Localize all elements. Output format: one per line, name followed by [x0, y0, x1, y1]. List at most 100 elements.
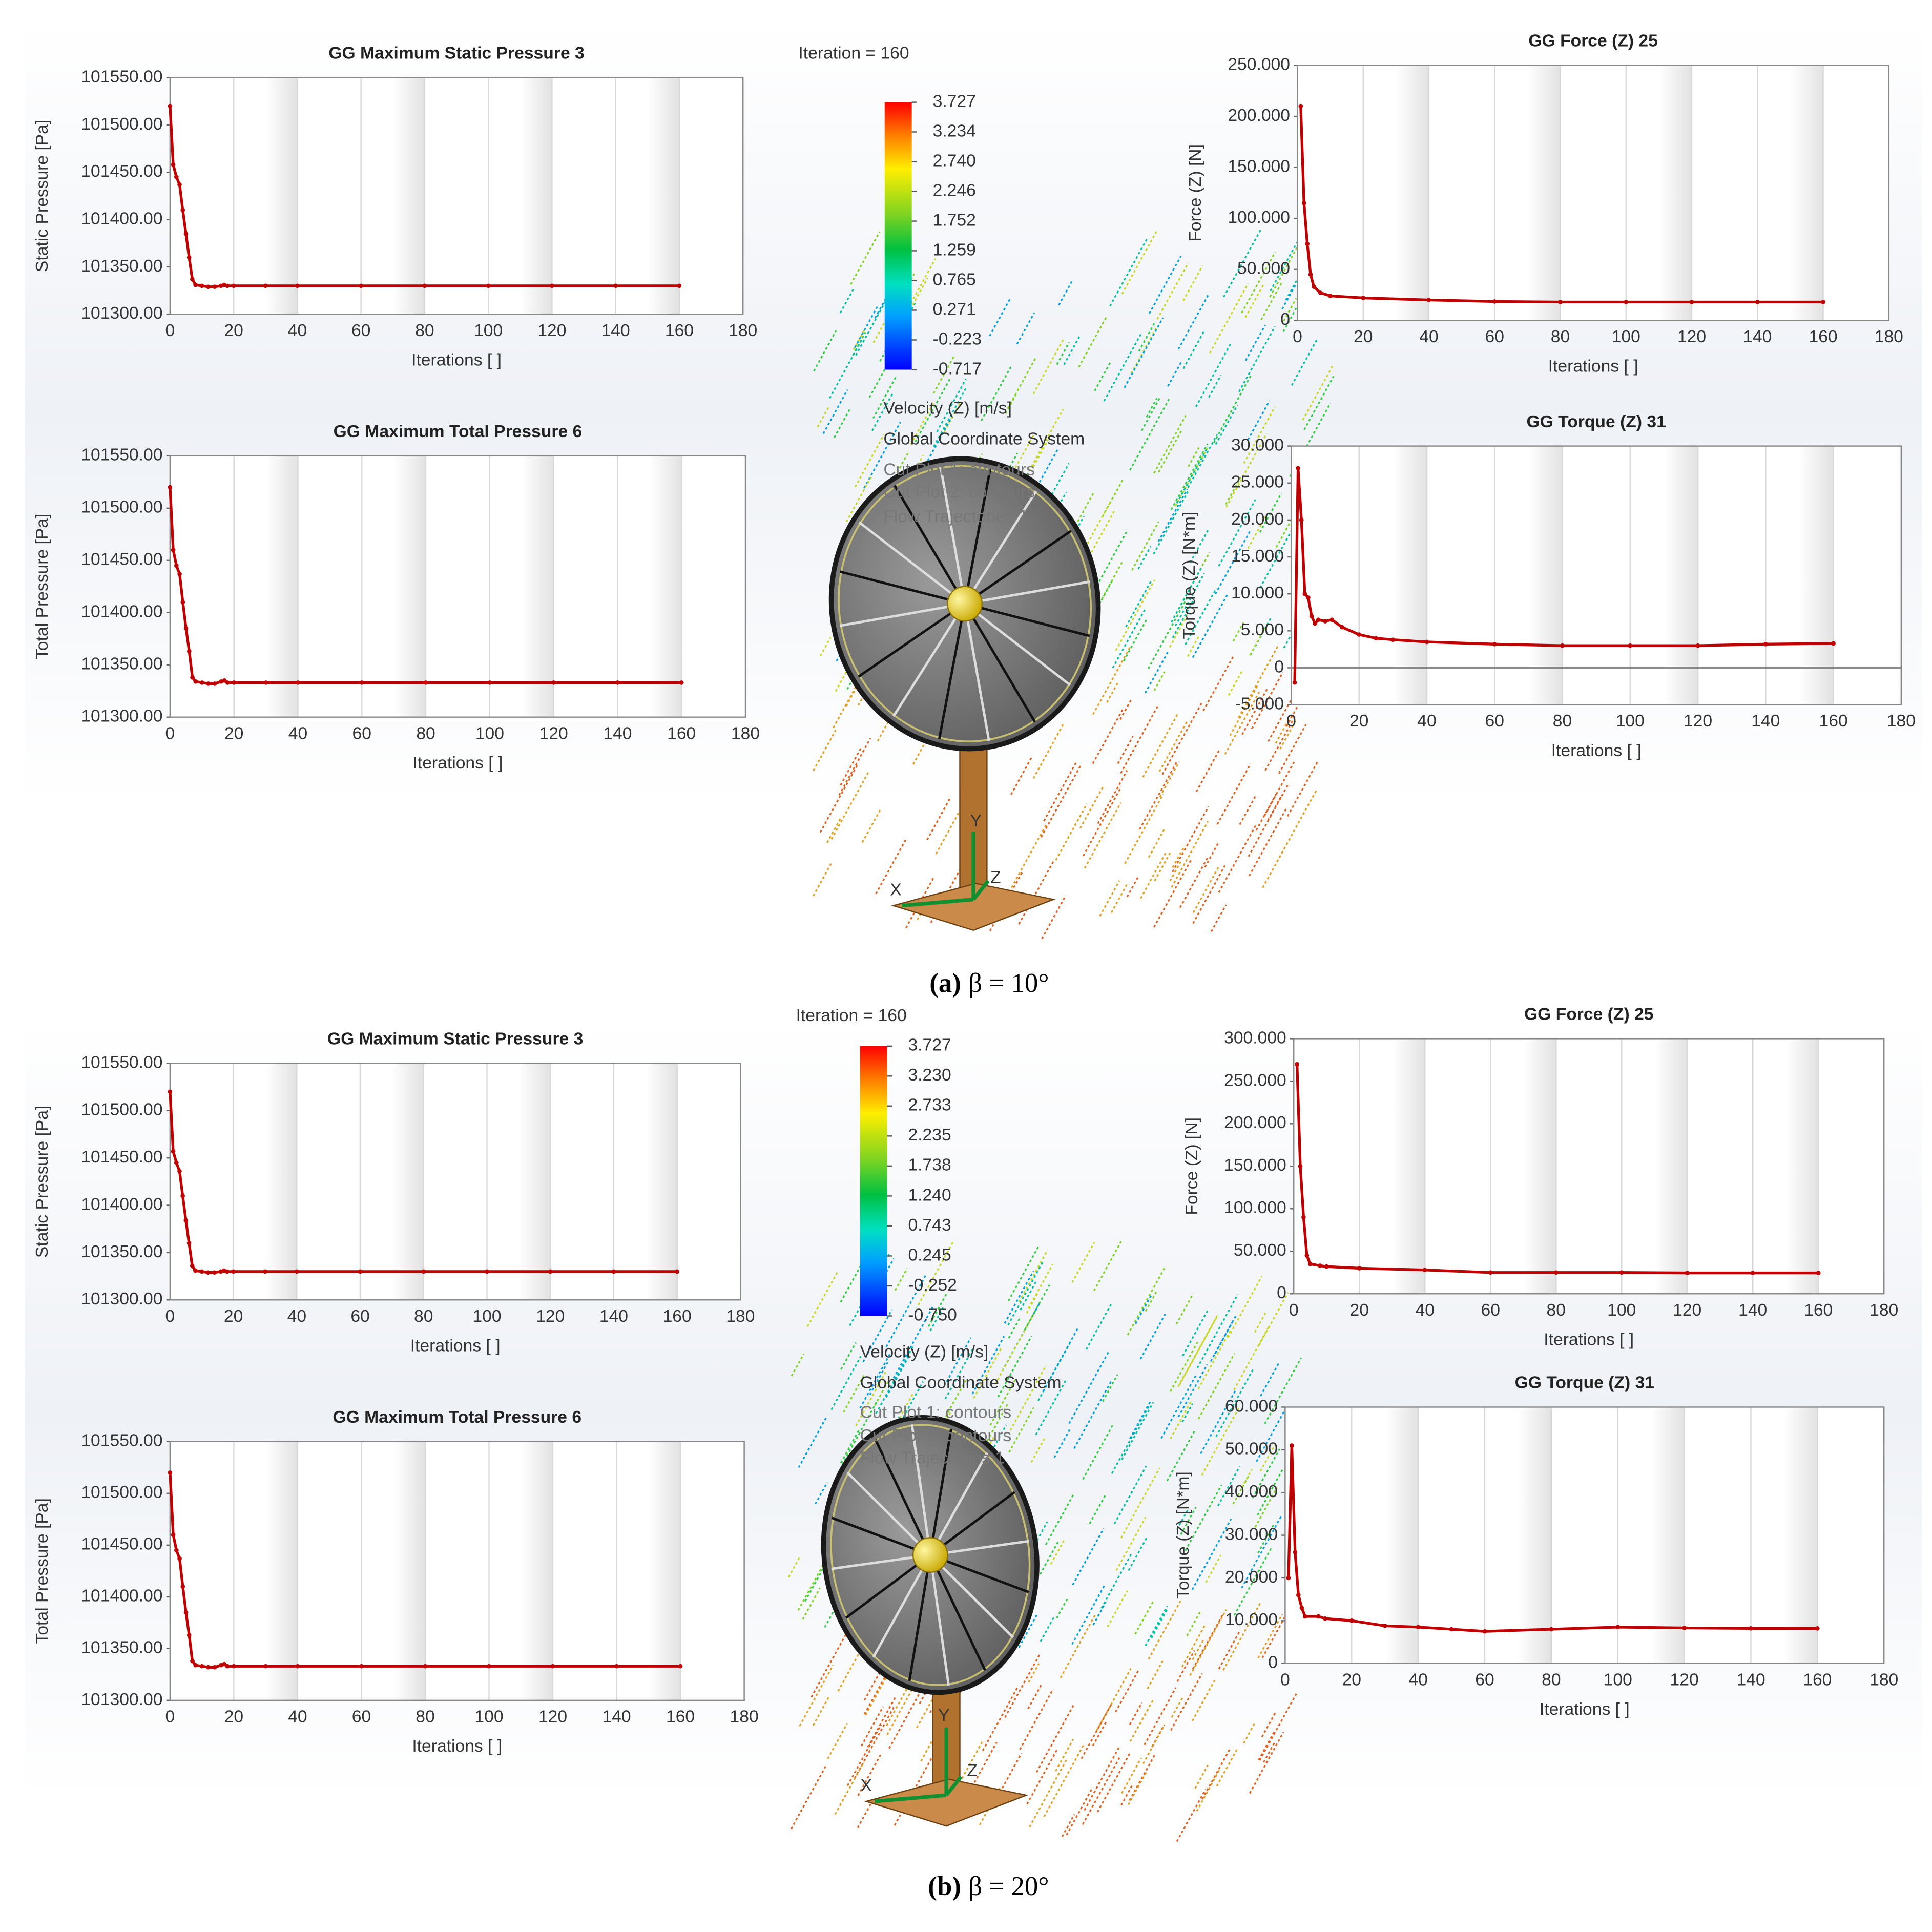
y-tick-label: 250.000	[1224, 1071, 1286, 1090]
flow-trajectory	[1040, 764, 1082, 838]
data-point	[183, 1610, 189, 1615]
axis-z-arrow	[972, 880, 990, 901]
y-tick-label: 0	[1274, 657, 1284, 676]
flow-trajectory	[1115, 1516, 1147, 1571]
flow-trajectory	[1110, 883, 1128, 913]
x-tick-label: 140	[601, 321, 630, 340]
flow-trajectory	[1089, 579, 1113, 622]
flow-trajectory	[1004, 1653, 1041, 1718]
flow-trajectory	[1079, 785, 1105, 829]
colorbar-label: 2.235	[908, 1126, 951, 1145]
blade-edge	[964, 603, 1036, 723]
flow-trajectory	[1205, 1554, 1222, 1583]
flow-trajectory	[1189, 530, 1209, 563]
flow-trajectory	[1270, 219, 1311, 292]
flow-trajectory	[1153, 859, 1192, 928]
flow-trajectory	[1247, 516, 1266, 549]
flow-trajectory	[1200, 1389, 1237, 1455]
flow-trajectory	[1249, 628, 1265, 656]
data-point	[1619, 1270, 1624, 1275]
data-point	[1488, 1270, 1493, 1275]
flow-trajectory	[1131, 521, 1160, 571]
x-tick-label: 120	[537, 321, 566, 340]
x-tick-label: 0	[1293, 327, 1302, 346]
flow-trajectory	[1244, 283, 1264, 318]
plot-band	[522, 455, 554, 717]
y-tick-label: 200.000	[1224, 1113, 1286, 1132]
blade-edge	[964, 580, 1090, 605]
data-point	[212, 1270, 217, 1275]
flow-trajectory	[1111, 1405, 1150, 1474]
coordinate-axis-letter: X	[890, 881, 901, 900]
data-point	[1685, 1271, 1690, 1275]
flow-trajectory	[812, 861, 833, 897]
data-point	[613, 283, 618, 288]
cfd-scene	[812, 219, 1335, 940]
flow-trajectory	[1068, 1349, 1110, 1424]
colorbar-label: 0.743	[908, 1216, 951, 1235]
flow-trajectory	[1232, 622, 1244, 642]
data-point	[193, 1663, 198, 1668]
flow-trajectory	[817, 406, 830, 428]
data-point	[1340, 625, 1344, 630]
data-point	[611, 1269, 616, 1274]
chart-title: GG Torque (Z) 31	[1515, 1374, 1654, 1393]
x-tick-label: 20	[224, 1307, 243, 1326]
y-tick-label: -5.000	[1235, 695, 1284, 714]
flow-trajectory	[1066, 1788, 1093, 1836]
data-point	[180, 600, 185, 605]
colorbar-label: 3.727	[908, 1036, 951, 1055]
data-point	[174, 1548, 179, 1553]
flow-trajectory	[1137, 546, 1152, 570]
flow-trajectory	[1134, 1601, 1154, 1635]
colorbar-label: 0.765	[933, 270, 976, 289]
flow-trajectory	[1055, 1738, 1074, 1772]
data-point	[423, 680, 428, 685]
flow-trajectory	[1024, 1284, 1050, 1331]
data-point	[1374, 636, 1379, 641]
plot-band	[393, 1441, 425, 1700]
flow-trajectory	[834, 1761, 865, 1815]
flow-trajectory	[1018, 1249, 1049, 1303]
flow-trajectory	[936, 378, 967, 432]
colorbar-label: 2.246	[933, 181, 976, 200]
flow-trajectory	[1113, 1465, 1147, 1524]
flow-trajectory	[1020, 1280, 1037, 1311]
flow-trajectory	[1140, 851, 1168, 899]
flow-trajectory	[1153, 414, 1187, 474]
data-point	[1290, 1443, 1294, 1448]
x-tick-label: 160	[667, 724, 696, 743]
flow-trajectory	[1029, 1759, 1068, 1827]
data-point	[1615, 1625, 1621, 1630]
blade-edge	[840, 570, 965, 605]
data-point	[295, 1664, 300, 1669]
flow-trajectory	[1224, 692, 1260, 755]
flow-trajectory	[1126, 877, 1139, 898]
data-point	[1292, 680, 1297, 685]
plot-border	[169, 455, 746, 718]
data-point	[1558, 300, 1563, 304]
blade-edge	[963, 604, 990, 741]
flow-trajectory	[1222, 1602, 1262, 1671]
data-point	[1549, 1627, 1554, 1632]
x-tick-label: 80	[416, 724, 435, 743]
flow-trajectory	[1171, 568, 1202, 623]
y-tick-label: 101350.00	[81, 655, 162, 674]
y-tick-label: 20.000	[1225, 1568, 1278, 1587]
x-tick-label: 40	[1408, 1670, 1427, 1689]
plot-band	[392, 77, 425, 315]
chart-title: GG Force (Z) 25	[1528, 32, 1657, 51]
blade-edge	[938, 603, 966, 739]
flow-trajectory	[944, 401, 962, 432]
coordinate-axis-letter: Z	[990, 868, 1001, 887]
flow-trajectory	[1208, 375, 1222, 398]
flow-trajectory	[875, 837, 908, 895]
colorbar-label: -0.223	[933, 329, 982, 348]
y-tick-label: 101500.00	[81, 1100, 162, 1119]
data-point	[359, 680, 364, 685]
data-point	[548, 1269, 553, 1274]
chart: 0 20 40 60 80 100 120 140 160 180 101300.00 101350.…	[33, 1408, 759, 1756]
flow-trajectory	[1151, 1608, 1169, 1639]
x-tick-label: 80	[415, 321, 434, 340]
